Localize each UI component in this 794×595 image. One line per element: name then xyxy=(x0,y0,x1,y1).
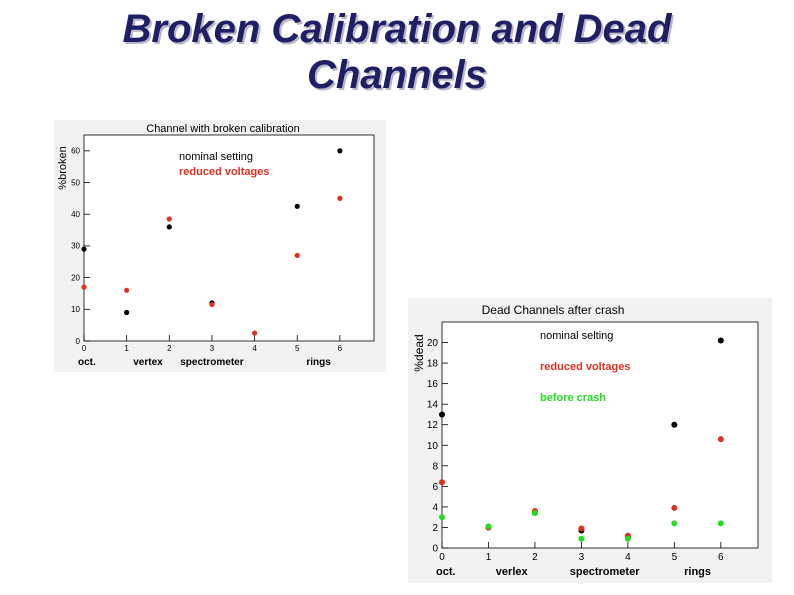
category-label: spectrometer xyxy=(180,357,243,368)
y-tick-label: 20 xyxy=(427,338,439,349)
data-point-series-1 xyxy=(439,411,445,418)
category-label: verlex xyxy=(496,566,529,578)
x-tick-label: 0 xyxy=(82,344,87,353)
plot-frame xyxy=(441,321,759,549)
y-tick-label: 10 xyxy=(71,305,80,314)
data-point-series-1 xyxy=(124,309,130,316)
data-point-series-2 xyxy=(337,195,343,201)
legend-entry: nominal selting xyxy=(540,330,613,342)
chart-title: Channel with broken calibration xyxy=(146,123,299,135)
chart-dead-channels: Dead Channels after crash%dead0246810121… xyxy=(412,303,759,578)
x-tick-label: 6 xyxy=(338,344,343,353)
y-tick-label: 20 xyxy=(71,273,80,282)
x-tick-label: 1 xyxy=(124,344,129,353)
y-tick-label: 60 xyxy=(71,147,80,156)
category-label: rings xyxy=(684,566,711,578)
category-label: spectrometer xyxy=(570,566,640,578)
data-point-series-3 xyxy=(671,520,678,527)
x-tick-label: 5 xyxy=(672,552,678,563)
category-label: vertex xyxy=(133,357,163,368)
data-point-series-3 xyxy=(717,520,724,527)
data-point-series-2 xyxy=(578,525,585,532)
y-tick-label: 12 xyxy=(427,420,439,431)
data-point-series-2 xyxy=(294,252,300,259)
y-tick-label: 18 xyxy=(427,359,439,370)
legend-entry: before crash xyxy=(540,392,606,404)
y-tick-label: 0 xyxy=(432,544,438,555)
plot-frame xyxy=(83,134,375,342)
data-point-series-1 xyxy=(337,148,343,154)
data-point-series-1 xyxy=(81,246,87,252)
data-point-series-2 xyxy=(81,284,87,290)
slide-title-line2: Channels xyxy=(306,53,488,97)
y-axis-label: %dead xyxy=(412,334,426,371)
data-point-series-2 xyxy=(166,216,172,222)
y-tick-label: 2 xyxy=(432,523,438,534)
data-point-series-2 xyxy=(717,436,724,443)
slide-title: Broken Calibration and Dead Channels xyxy=(0,6,794,98)
data-point-series-2 xyxy=(209,301,215,308)
x-tick-label: 2 xyxy=(532,552,538,563)
data-point-series-2 xyxy=(124,287,130,293)
y-tick-label: 16 xyxy=(427,379,439,390)
x-tick-label: 4 xyxy=(252,344,257,353)
chart-broken-calibration: Channel with broken calibration %broken 0 1… xyxy=(57,123,375,368)
legend-entry: reduced voltages xyxy=(540,361,630,373)
y-tick-label: 10 xyxy=(427,441,439,452)
x-tick-label: 3 xyxy=(579,552,585,563)
chart-title: Dead Channels after crash xyxy=(482,303,625,317)
y-axis-label: %broken xyxy=(57,146,69,189)
y-tick-label: 0 xyxy=(76,337,81,346)
legend-entry: nominal setting xyxy=(179,151,253,163)
x-tick-label: 6 xyxy=(718,552,724,563)
slide-title-line1: Broken Calibration and Dead xyxy=(122,7,672,51)
x-tick-label: 5 xyxy=(295,344,300,353)
legend-entry: reduced voltages xyxy=(179,166,269,178)
data-point-series-3 xyxy=(531,510,538,517)
data-point-series-3 xyxy=(578,535,585,542)
category-label: rings xyxy=(306,357,331,368)
data-point-series-1 xyxy=(166,224,172,230)
data-point-series-2 xyxy=(251,330,258,336)
y-tick-label: 40 xyxy=(71,210,80,219)
x-tick-label: 0 xyxy=(439,552,445,563)
data-point-series-3 xyxy=(485,523,492,530)
data-point-series-2 xyxy=(439,479,445,486)
x-tick-label: 1 xyxy=(486,552,492,563)
data-point-series-1 xyxy=(294,203,300,209)
data-point-series-2 xyxy=(671,504,678,511)
y-tick-label: 50 xyxy=(71,178,80,187)
data-point-series-1 xyxy=(671,421,678,428)
x-tick-label: 3 xyxy=(210,344,215,353)
y-tick-label: 30 xyxy=(71,242,80,251)
y-tick-label: 14 xyxy=(427,400,439,411)
category-label: oct. xyxy=(436,566,456,578)
x-tick-label: 4 xyxy=(625,552,631,563)
data-point-series-3 xyxy=(439,514,445,521)
data-point-series-3 xyxy=(624,535,631,542)
y-tick-label: 6 xyxy=(432,482,438,493)
chart-panel-dead-channels: Dead Channels after crash %dead 0 2 4 6 8 10 12 1… xyxy=(408,298,772,583)
x-tick-label: 2 xyxy=(167,344,172,353)
y-tick-label: 8 xyxy=(432,461,438,472)
chart-panel-broken-calibration: Channel with broken calibration %broken 0 1… xyxy=(54,120,386,372)
category-label: oct. xyxy=(78,357,96,368)
y-tick-label: 4 xyxy=(432,502,438,513)
data-point-series-1 xyxy=(717,337,724,344)
